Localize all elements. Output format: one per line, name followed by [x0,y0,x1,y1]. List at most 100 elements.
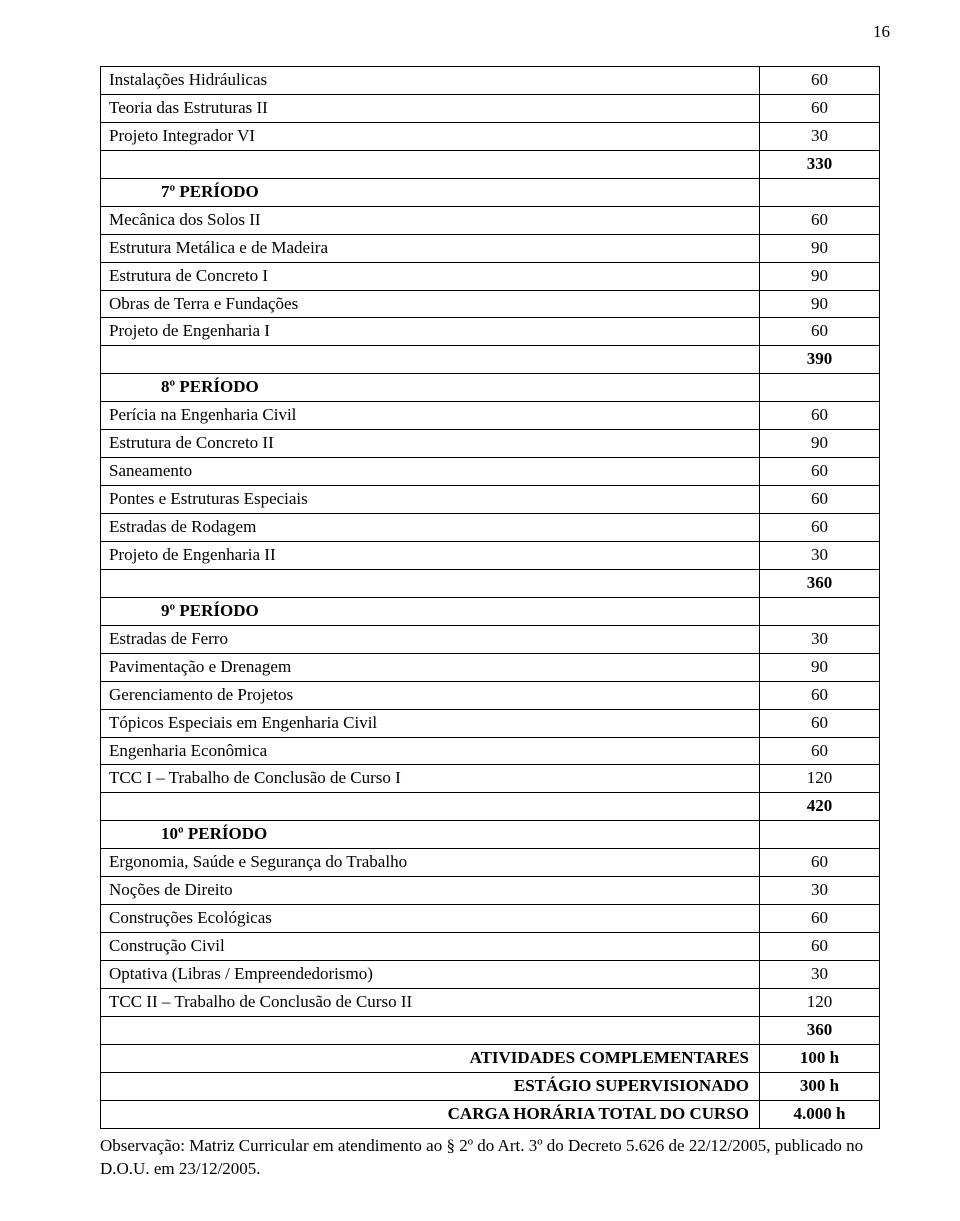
row-value: 60 [760,709,880,737]
row-label: Saneamento [101,458,760,486]
row-label: Optativa (Libras / Empreendedorismo) [101,961,760,989]
row-label: 8º PERÍODO [101,374,760,402]
row-label: 9º PERÍODO [101,597,760,625]
row-label [101,793,760,821]
row-label: CARGA HORÁRIA TOTAL DO CURSO [101,1100,760,1128]
table-row: Gerenciamento de Projetos60 [101,681,880,709]
page-number: 16 [873,22,890,42]
row-value: 90 [760,262,880,290]
row-value: 330 [760,150,880,178]
table-row: Construção Civil60 [101,933,880,961]
row-label: Engenharia Econômica [101,737,760,765]
row-value: 60 [760,402,880,430]
row-value: 90 [760,653,880,681]
row-value: 60 [760,681,880,709]
row-label [101,569,760,597]
table-row: TCC II – Trabalho de Conclusão de Curso … [101,988,880,1016]
table-row: Pavimentação e Drenagem90 [101,653,880,681]
row-value: 60 [760,933,880,961]
row-value: 60 [760,849,880,877]
table-row: Estradas de Ferro30 [101,625,880,653]
row-label: Teoria das Estruturas II [101,94,760,122]
row-value: 4.000 h [760,1100,880,1128]
table-row: Ergonomia, Saúde e Segurança do Trabalho… [101,849,880,877]
footnote: Observação: Matriz Curricular em atendim… [100,1135,880,1181]
row-label: Gerenciamento de Projetos [101,681,760,709]
row-label: Projeto Integrador VI [101,122,760,150]
row-value [760,597,880,625]
row-label: Estradas de Rodagem [101,514,760,542]
table-row: Estradas de Rodagem60 [101,514,880,542]
row-label: Estrutura Metálica e de Madeira [101,234,760,262]
table-row: 7º PERÍODO [101,178,880,206]
row-value: 60 [760,94,880,122]
row-value: 60 [760,458,880,486]
table-row: ESTÁGIO SUPERVISIONADO300 h [101,1072,880,1100]
table-row: Estrutura de Concreto I90 [101,262,880,290]
row-label: Perícia na Engenharia Civil [101,402,760,430]
row-value: 60 [760,67,880,95]
table-row: Teoria das Estruturas II60 [101,94,880,122]
row-label [101,346,760,374]
table-row: CARGA HORÁRIA TOTAL DO CURSO4.000 h [101,1100,880,1128]
table-row: 8º PERÍODO [101,374,880,402]
row-value: 90 [760,234,880,262]
table-row: 360 [101,569,880,597]
row-value: 60 [760,737,880,765]
table-row: Engenharia Econômica60 [101,737,880,765]
row-value: 360 [760,1016,880,1044]
table-row: 390 [101,346,880,374]
row-label: Ergonomia, Saúde e Segurança do Trabalho [101,849,760,877]
row-value: 30 [760,961,880,989]
table-row: Perícia na Engenharia Civil60 [101,402,880,430]
table-row: Obras de Terra e Fundações90 [101,290,880,318]
row-value: 60 [760,486,880,514]
row-value: 30 [760,541,880,569]
table-row: Mecânica dos Solos II60 [101,206,880,234]
row-value: 60 [760,514,880,542]
table-row: Estrutura de Concreto II90 [101,430,880,458]
row-label: Projeto de Engenharia II [101,541,760,569]
row-value: 60 [760,206,880,234]
table-row: Construções Ecológicas60 [101,905,880,933]
table-row: 10º PERÍODO [101,821,880,849]
row-label: Pontes e Estruturas Especiais [101,486,760,514]
row-value: 90 [760,290,880,318]
table-row: Pontes e Estruturas Especiais60 [101,486,880,514]
row-value: 300 h [760,1072,880,1100]
row-value: 360 [760,569,880,597]
row-label: Instalações Hidráulicas [101,67,760,95]
row-label: Mecânica dos Solos II [101,206,760,234]
table-row: 420 [101,793,880,821]
row-label: Construções Ecológicas [101,905,760,933]
table-row: TCC I – Trabalho de Conclusão de Curso I… [101,765,880,793]
table-row: Optativa (Libras / Empreendedorismo)30 [101,961,880,989]
row-label: Construção Civil [101,933,760,961]
row-value [760,821,880,849]
curriculum-table: Instalações Hidráulicas60Teoria das Estr… [100,66,880,1129]
table-row: 330 [101,150,880,178]
table-row: Estrutura Metálica e de Madeira90 [101,234,880,262]
row-label: TCC II – Trabalho de Conclusão de Curso … [101,988,760,1016]
row-label: Estrutura de Concreto II [101,430,760,458]
table-row: Saneamento60 [101,458,880,486]
row-label: TCC I – Trabalho de Conclusão de Curso I [101,765,760,793]
row-value: 30 [760,877,880,905]
row-label: Obras de Terra e Fundações [101,290,760,318]
row-value: 420 [760,793,880,821]
row-value: 390 [760,346,880,374]
row-value: 120 [760,988,880,1016]
table-row: Projeto de Engenharia II30 [101,541,880,569]
row-label: Estrutura de Concreto I [101,262,760,290]
page: 16 Instalações Hidráulicas60Teoria das E… [0,0,960,1221]
row-label: Estradas de Ferro [101,625,760,653]
row-label: Projeto de Engenharia I [101,318,760,346]
row-value: 30 [760,625,880,653]
row-value [760,178,880,206]
row-value: 60 [760,905,880,933]
row-label: Pavimentação e Drenagem [101,653,760,681]
table-row: Instalações Hidráulicas60 [101,67,880,95]
table-row: Noções de Direito30 [101,877,880,905]
table-row: 9º PERÍODO [101,597,880,625]
row-label: 10º PERÍODO [101,821,760,849]
